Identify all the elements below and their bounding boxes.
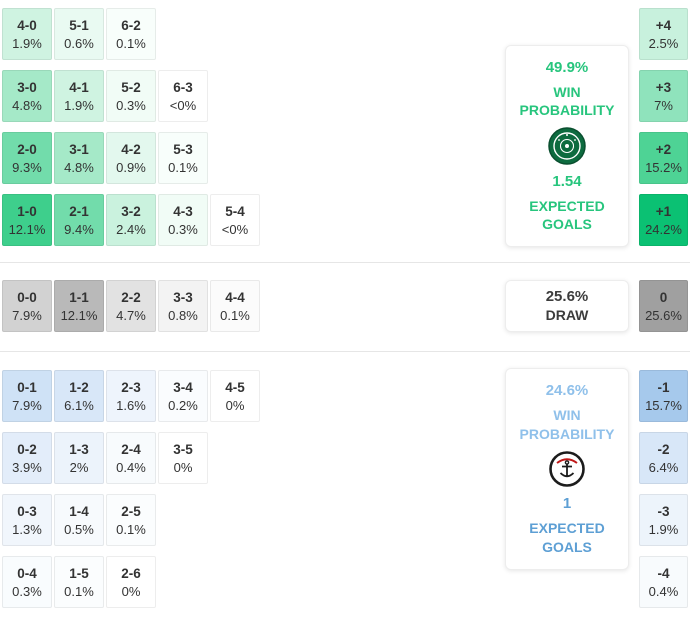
goal-diff-cell: +3 7% [639, 70, 688, 122]
draw-label: DRAW [545, 306, 589, 323]
home-win-probability-value: 49.9% [545, 58, 589, 76]
score-cell: 1-5 0.1% [54, 556, 104, 608]
score-cell: 6-2 0.1% [106, 8, 156, 60]
score-cell: 2-5 0.1% [106, 494, 156, 546]
score-cell: 4-0 1.9% [2, 8, 52, 60]
score-cell: 5-1 0.6% [54, 8, 104, 60]
score-cell: 2-2 4.7% [106, 280, 156, 332]
draw-card: 25.6% DRAW [505, 280, 629, 332]
home-score-row: 4-0 1.9% 5-1 0.6% 6-2 0.1% [2, 8, 156, 60]
score-cell: 4-1 1.9% [54, 70, 104, 122]
goal-diff-cell: +4 2.5% [639, 8, 688, 60]
home-score-row: 3-0 4.8% 4-1 1.9% 5-2 0.3% 6-3 <0% [2, 70, 208, 122]
score-cell: 1-3 2% [54, 432, 104, 484]
score-cell: 0-1 7.9% [2, 370, 52, 422]
score-cell: 0-0 7.9% [2, 280, 52, 332]
score-cell: 3-2 2.4% [106, 194, 156, 246]
goal-diff-cell: -1 15.7% [639, 370, 688, 422]
away-win-card: 24.6% WIN PROBABILITY 1 EXPECTED GOALS [505, 368, 629, 570]
score-cell: 6-3 <0% [158, 70, 208, 122]
goal-diff-cell: +2 15.2% [639, 132, 688, 184]
score-cell: 4-5 0% [210, 370, 260, 422]
away-score-row: 0-3 1.3% 1-4 0.5% 2-5 0.1% [2, 494, 156, 546]
score-cell: 3-0 4.8% [2, 70, 52, 122]
score-cell: 3-4 0.2% [158, 370, 208, 422]
away-expected-goals-label: EXPECTED GOALS [529, 520, 605, 555]
score-cell: 3-1 4.8% [54, 132, 104, 184]
score-cell: 4-4 0.1% [210, 280, 260, 332]
goal-diff-cell: -3 1.9% [639, 494, 688, 546]
home-expected-goals-value: 1.54 [552, 172, 582, 190]
score-cell: 3-5 0% [158, 432, 208, 484]
score-cell: 2-1 9.4% [54, 194, 104, 246]
goal-diff-cell: 0 25.6% [639, 280, 688, 332]
score-cell: 2-4 0.4% [106, 432, 156, 484]
corinthians-crest-icon [548, 450, 586, 488]
home-win-probability-label: WIN PROBABILITY [519, 83, 615, 118]
score-cell: 0-2 3.9% [2, 432, 52, 484]
score-cell: 0-3 1.3% [2, 494, 52, 546]
home-win-card: 49.9% WIN PROBABILITY 1.54 EXPECTED GOAL… [505, 45, 629, 247]
section-divider [0, 351, 690, 352]
score-cell: 1-4 0.5% [54, 494, 104, 546]
goal-diff-cell: -4 0.4% [639, 556, 688, 608]
goal-diff-cell: -2 6.4% [639, 432, 688, 484]
score-cell: 1-2 6.1% [54, 370, 104, 422]
away-score-row: 0-2 3.9% 1-3 2% 2-4 0.4% 3-5 0% [2, 432, 208, 484]
score-cell: 5-3 0.1% [158, 132, 208, 184]
score-cell: 2-6 0% [106, 556, 156, 608]
away-expected-goals-value: 1 [562, 495, 572, 513]
home-score-row: 2-0 9.3% 3-1 4.8% 4-2 0.9% 5-3 0.1% [2, 132, 208, 184]
score-cell: 1-1 12.1% [54, 280, 104, 332]
score-cell: 4-3 0.3% [158, 194, 208, 246]
score-cell: 5-4 <0% [210, 194, 260, 246]
goal-diff-cell: +1 24.2% [639, 194, 688, 246]
score-cell: 5-2 0.3% [106, 70, 156, 122]
score-cell: 4-2 0.9% [106, 132, 156, 184]
away-score-row: 0-1 7.9% 1-2 6.1% 2-3 1.6% 3-4 0.2% 4-5 0% [2, 370, 260, 422]
home-expected-goals-label: EXPECTED GOALS [529, 197, 605, 232]
home-score-row: 1-0 12.1% 2-1 9.4% 3-2 2.4% 4-3 0.3% 5-4 <0% [2, 194, 260, 246]
score-cell: 2-3 1.6% [106, 370, 156, 422]
section-divider [0, 262, 690, 263]
score-cell: 0-4 0.3% [2, 556, 52, 608]
draw-probability-value: 25.6% [545, 287, 589, 305]
score-cell: 3-3 0.8% [158, 280, 208, 332]
palmeiras-crest-icon [547, 126, 587, 166]
away-win-probability-value: 24.6% [545, 382, 589, 400]
score-cell: 1-0 12.1% [2, 194, 52, 246]
draw-score-row: 0-0 7.9% 1-1 12.1% 2-2 4.7% 3-3 0.8% 4-4 0.1% [2, 280, 260, 332]
away-win-probability-label: WIN PROBABILITY [519, 407, 615, 442]
away-score-row: 0-4 0.3% 1-5 0.1% 2-6 0% [2, 556, 156, 608]
score-cell: 2-0 9.3% [2, 132, 52, 184]
